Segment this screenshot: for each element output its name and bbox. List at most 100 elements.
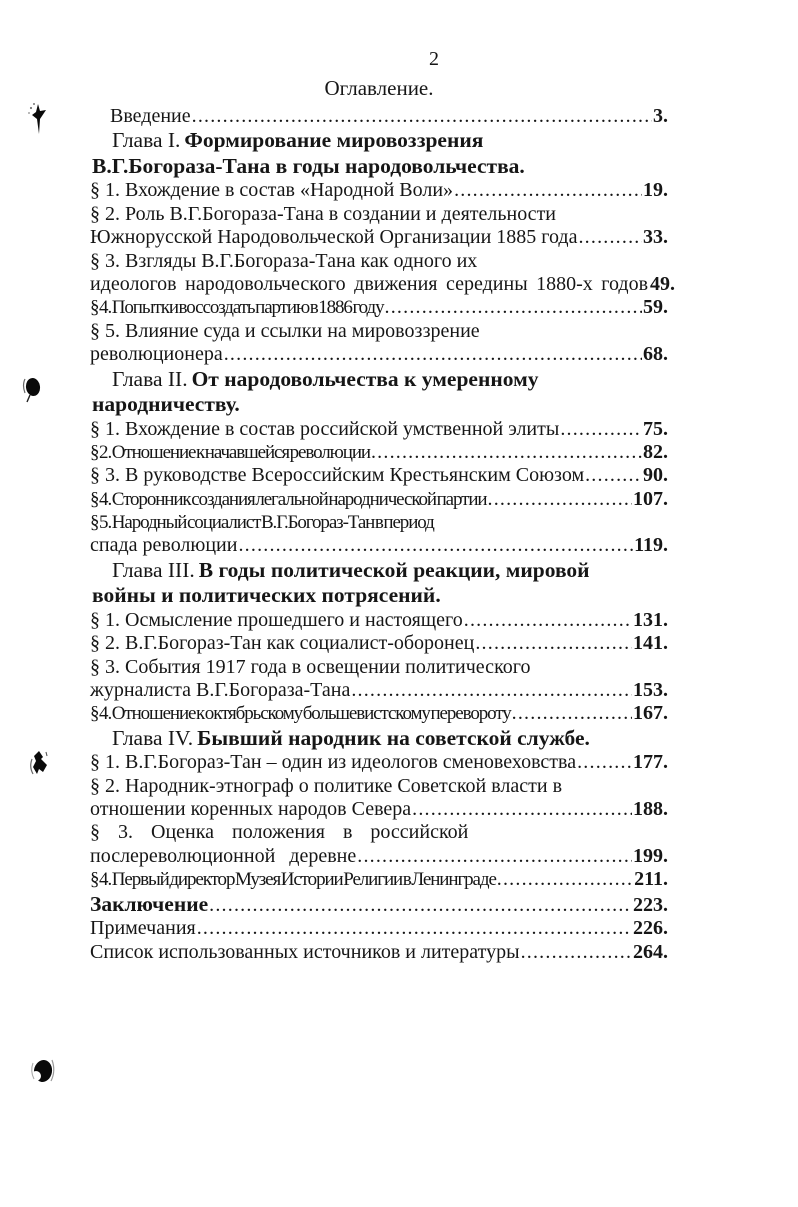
ink-blot-lower-middle	[30, 751, 48, 775]
dot-leader	[192, 105, 652, 128]
toc-entry-page: 107.	[633, 487, 668, 510]
toc-entry-label: спада революции	[90, 534, 238, 557]
toc-entry-cont: идеологов народовольческого движения сер…	[90, 273, 675, 296]
dot-leader	[224, 343, 642, 366]
toc-entry: § 1. Вхождение в состав «Народной Воли» …	[90, 179, 668, 202]
chapter-title: В годы политической реакции, мировой	[198, 557, 590, 582]
dot-leader	[351, 679, 632, 702]
toc-entry-label: Южнорусской Народовольческой Организации…	[90, 226, 578, 249]
toc-entry-page: 33.	[643, 226, 668, 249]
toc-entry: § 2. Отношение к начавшейся революции 82…	[90, 441, 668, 464]
toc-entry-label: § 1. Вхождение в состав российской умств…	[90, 417, 560, 440]
toc-entry-label: § 2. Отношение к начавшейся революции	[90, 441, 371, 463]
toc-entry-label: Примечания	[90, 917, 196, 940]
dot-leader	[454, 179, 642, 202]
toc-entry-label: § 3. Оценка положения в российской	[90, 821, 469, 844]
toc-entry-page: 141.	[633, 632, 668, 655]
toc-entry-notes: Примечания 226.	[90, 917, 668, 940]
toc-entry-page: 3.	[653, 105, 668, 127]
toc-entry-page: 59.	[643, 296, 668, 319]
toc-entry: § 4. Отношение к октябрьскому большевист…	[90, 702, 668, 725]
toc-entry-label: § 4. Попытки воссоздать партию в 1886 го…	[90, 297, 385, 319]
toc-entry-label: Список использованных источников и литер…	[90, 940, 520, 963]
toc-entry-page: 19.	[643, 179, 668, 202]
toc-chapter-4: Глава IV. Бывший народник на советской с…	[90, 726, 668, 752]
chapter-prefix: Глава IV.	[112, 725, 194, 750]
toc-entry-page: 264.	[633, 940, 668, 963]
toc-entry-page: 199.	[633, 844, 668, 867]
dot-leader	[371, 441, 642, 464]
toc-content: 2 Оглавление. Введение 3. Глава I. Форми…	[90, 0, 675, 964]
ink-blot-upper-middle	[22, 378, 41, 403]
toc-entry: § 3. В руководстве Всероссийским Крестья…	[90, 464, 668, 487]
toc-entry: § 3. События 1917 года в освещении полит…	[90, 656, 668, 679]
toc-entry-cont: журналиста В.Г.Богораза-Тана 153.	[90, 679, 668, 702]
toc-entry: § 2. Народник-этнограф о политике Советс…	[90, 775, 668, 798]
toc-chapter-1-cont: В.Г.Богораза-Тана в годы народовольчеств…	[90, 154, 668, 180]
toc-entry-page: 49.	[650, 272, 676, 295]
dot-leader	[585, 464, 642, 487]
toc-entry-page: 223.	[633, 893, 668, 916]
toc-entry-page: 188.	[633, 798, 668, 821]
toc-chapter-2-cont: народничеству.	[90, 392, 668, 418]
toc-entry-page: 131.	[633, 608, 668, 631]
toc-entry: § 4. Сторонник создания легальной народн…	[90, 488, 668, 511]
ink-blot-top	[28, 103, 46, 134]
chapter-title: Формирование мировоззрения	[184, 128, 484, 153]
dot-leader	[464, 609, 632, 632]
dot-leader	[577, 751, 632, 774]
toc-entry: § 5. Народный социалист В.Г.Богораз-Тан …	[90, 511, 668, 534]
dot-leader	[512, 702, 632, 725]
toc-entry-label: § 3. Взгляды В.Г.Богораза-Тана как одног…	[90, 249, 478, 272]
toc-entry-page: 75.	[643, 417, 668, 440]
toc-entry-label: § 1. В.Г.Богораз-Тан – один из идеологов…	[90, 751, 577, 774]
dot-leader	[385, 296, 642, 319]
toc-entry-page: 211.	[634, 868, 668, 891]
toc-entry-page: 177.	[633, 751, 668, 774]
toc-entry-page: 82.	[643, 440, 668, 463]
toc-title: Оглавление.	[324, 76, 434, 100]
chapter-title-cont: В.Г.Богораза-Тана в годы народовольчеств…	[92, 153, 525, 178]
toc-entry-label: отношении коренных народов Севера	[90, 798, 412, 821]
toc-entry-page: 226.	[633, 917, 668, 940]
toc-chapter-3: Глава III. В годы политической реакции, …	[90, 558, 668, 584]
toc-entry-label: § 2. Народник-этнограф о политике Советс…	[90, 774, 563, 797]
toc-entry: § 5. Влияние суда и ссылки на мировоззре…	[90, 320, 668, 343]
dot-leader	[521, 941, 632, 964]
toc-entry-page: 68.	[643, 343, 668, 366]
toc-entry-cont: революционера 68.	[90, 343, 668, 366]
dot-leader	[578, 226, 642, 249]
toc-chapter-3-cont: войны и политических потрясений.	[90, 583, 668, 609]
dot-leader	[497, 868, 633, 891]
toc-entry: § 3. Оценка положения в российской	[90, 821, 668, 844]
dot-leader	[488, 488, 633, 511]
toc-entry: § 3. Взгляды В.Г.Богораза-Тана как одног…	[90, 250, 668, 273]
toc-entry-label: § 2. В.Г.Богораз-Тан как социалист-оборо…	[90, 632, 475, 655]
dot-leader	[209, 893, 632, 919]
chapter-prefix: Глава III.	[112, 557, 195, 582]
toc-entry-page: 153.	[633, 679, 668, 702]
chapter-title-cont: народничеству.	[92, 392, 240, 417]
dot-leader	[197, 917, 632, 940]
toc-entry-bibliography: Список использованных источников и литер…	[90, 941, 668, 964]
toc-chapter-1: Глава I. Формирование мировоззрения	[90, 128, 668, 154]
chapter-title: От народовольчества к умеренному	[191, 366, 539, 391]
dot-leader	[475, 632, 632, 655]
toc-entry-label: § 4. Сторонник создания легальной народн…	[90, 488, 488, 510]
toc-entry-label: § 4. Первый директор Музея Истории Религ…	[90, 869, 497, 891]
dot-leader	[238, 534, 633, 557]
chapter-prefix: Глава I.	[112, 128, 181, 153]
toc-entry-label: революционера	[90, 343, 223, 366]
chapter-prefix: Глава II.	[112, 366, 188, 391]
toc-entry: § 1. В.Г.Богораз-Тан – один из идеологов…	[90, 751, 668, 774]
toc-entry-label: Введение	[110, 105, 191, 127]
toc-entry-label: § 2. Роль В.Г.Богораза-Тана в создании и…	[90, 202, 557, 225]
toc-entry-page: 119.	[634, 534, 668, 557]
toc-entry-label: послереволюционной деревне	[90, 844, 357, 867]
toc-entry-cont: спада революции 119.	[90, 534, 668, 557]
toc-entry-label: § 3. В руководстве Всероссийским Крестья…	[90, 464, 585, 487]
toc-entry-cont: отношении коренных народов Севера 188.	[90, 798, 668, 821]
toc-entry-label: § 5. Народный социалист В.Г.Богораз-Тан …	[90, 512, 435, 534]
toc-entry: § 1. Вхождение в состав российской умств…	[90, 418, 668, 441]
ink-blot-bottom	[31, 1059, 55, 1082]
